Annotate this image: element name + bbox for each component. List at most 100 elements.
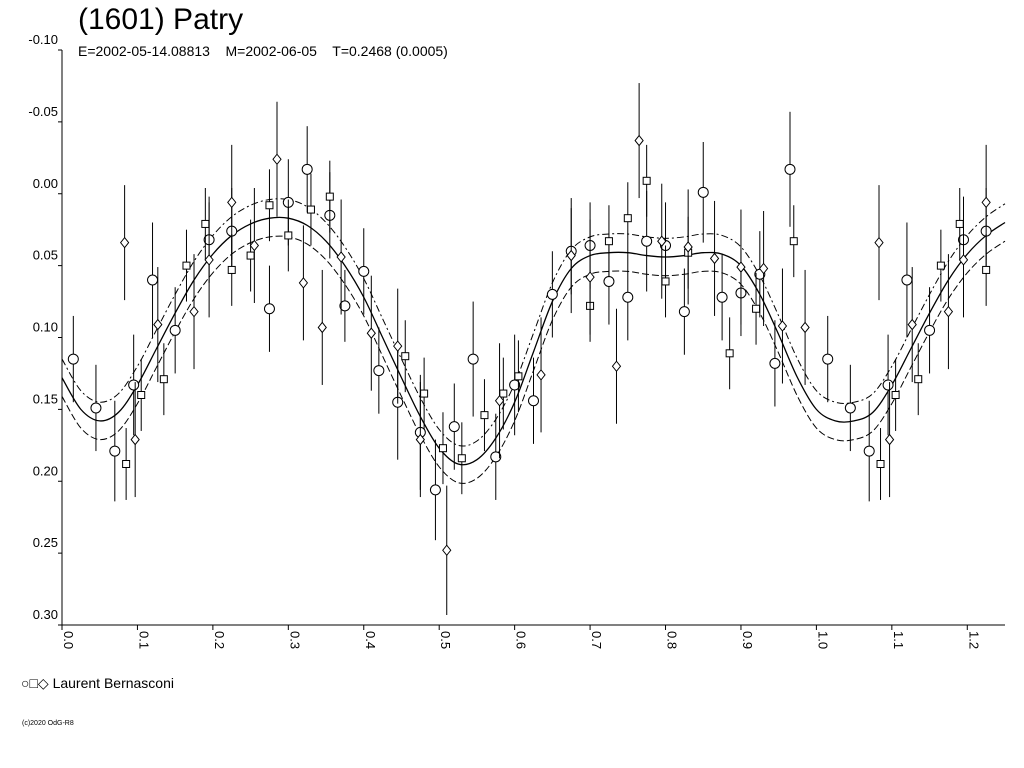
data-point-diamond — [130, 433, 140, 446]
data-point-diamond — [415, 433, 425, 446]
data-point-diamond — [119, 236, 130, 249]
data-point-circle — [109, 445, 121, 457]
y-tick-label: -0.10 — [28, 32, 58, 47]
data-point-square — [891, 391, 900, 399]
data-point-square — [936, 261, 945, 270]
data-point-diamond — [884, 433, 895, 446]
data-point-square — [499, 389, 508, 398]
data-point-diamond — [736, 261, 746, 273]
data-point-circle — [882, 379, 894, 391]
data-point-circle — [169, 324, 181, 336]
data-point-square — [306, 205, 315, 214]
data-point-diamond — [958, 254, 969, 266]
data-point-square — [661, 277, 670, 286]
data-point-diamond — [227, 196, 237, 209]
x-tick-label: 0.4 — [363, 631, 378, 649]
data-point-diamond — [611, 360, 622, 373]
data-point-circle — [67, 353, 79, 365]
x-tick-label: 0.1 — [136, 631, 151, 649]
data-point-diamond — [683, 241, 693, 253]
data-point-square — [438, 444, 447, 453]
data-point-square — [420, 389, 429, 398]
legend-label: Laurent Bernasconi — [52, 675, 174, 691]
data-point-circle — [528, 395, 539, 407]
data-point-circle — [641, 235, 653, 247]
data-point-diamond — [317, 321, 327, 334]
y-tick-label: 0.05 — [33, 248, 58, 263]
x-tick-label: 0.8 — [665, 631, 680, 649]
data-point-diamond — [204, 254, 214, 266]
legend-symbols: ○□◇ — [21, 675, 49, 691]
data-point-diamond — [366, 327, 376, 339]
data-point-square — [752, 304, 761, 313]
data-point-diamond — [442, 544, 452, 557]
data-point-diamond — [709, 252, 720, 265]
copyright-text: (c)2020 OdG-R8 — [22, 720, 74, 727]
x-tick-label: 1.2 — [966, 631, 981, 649]
data-point-circle — [263, 303, 275, 315]
data-point-diamond — [272, 153, 282, 166]
data-point-diamond — [634, 134, 644, 147]
data-point-circle — [373, 365, 385, 377]
data-point-square — [955, 219, 964, 228]
data-point-square — [159, 375, 168, 384]
data-point-circle — [147, 274, 159, 286]
data-point-square — [789, 237, 798, 246]
data-point-square — [246, 251, 255, 260]
legend: ○□◇ Laurent Bernasconi — [21, 675, 174, 691]
data-point-circle — [128, 379, 140, 391]
data-point-circle — [339, 300, 351, 312]
data-point-diamond — [393, 340, 403, 352]
data-point-diamond — [536, 369, 546, 381]
data-point-diamond — [189, 305, 199, 318]
data-point-circle — [863, 445, 875, 457]
data-point-diamond — [874, 236, 884, 249]
x-tick-label: 1.0 — [815, 631, 830, 649]
axes: -0.10-0.050.000.050.100.150.200.250.300.… — [28, 32, 1005, 649]
data-points — [67, 83, 992, 615]
data-point-square — [201, 219, 210, 228]
x-tick-label: 0.2 — [212, 631, 227, 649]
data-point-square — [265, 201, 274, 210]
data-point-circle — [301, 163, 313, 175]
data-point-square — [325, 192, 334, 201]
data-point-circle — [924, 324, 936, 336]
data-point-square — [284, 231, 293, 240]
data-point-diamond — [907, 318, 917, 331]
x-tick-label: 1.1 — [891, 631, 906, 649]
data-point-diamond — [336, 251, 346, 263]
data-point-square — [725, 349, 734, 358]
y-tick-label: 0.25 — [33, 535, 58, 550]
data-point-square — [982, 265, 991, 274]
data-point-circle — [358, 265, 370, 277]
data-point-square — [480, 411, 489, 420]
y-tick-label: 0.00 — [33, 176, 58, 191]
data-point-circle — [546, 288, 558, 300]
data-point-circle — [784, 163, 796, 175]
data-point-diamond — [494, 394, 505, 407]
x-tick-label: 0.7 — [589, 631, 604, 649]
data-point-diamond — [981, 196, 991, 209]
fit-curve — [61, 216, 1006, 466]
data-point-circle — [603, 275, 615, 287]
data-point-square — [227, 265, 236, 274]
x-tick-label: 0.3 — [287, 631, 302, 649]
x-tick-label: 0.0 — [61, 631, 76, 649]
data-point-diamond — [566, 249, 576, 262]
data-point-circle — [822, 353, 834, 365]
data-point-square — [122, 460, 131, 468]
y-tick-label: 0.15 — [33, 391, 58, 406]
data-point-circle — [622, 291, 634, 303]
data-point-square — [876, 460, 885, 468]
data-point-diamond — [298, 277, 309, 289]
data-point-circle — [901, 274, 913, 286]
data-point-circle — [844, 402, 856, 414]
data-point-diamond — [153, 318, 163, 331]
data-point-square — [642, 176, 651, 185]
x-tick-label: 0.5 — [438, 631, 453, 649]
data-point-circle — [90, 402, 102, 414]
data-point-diamond — [777, 320, 788, 332]
y-tick-label: 0.10 — [33, 320, 58, 335]
data-point-square — [623, 214, 632, 223]
data-point-circle — [678, 306, 690, 318]
